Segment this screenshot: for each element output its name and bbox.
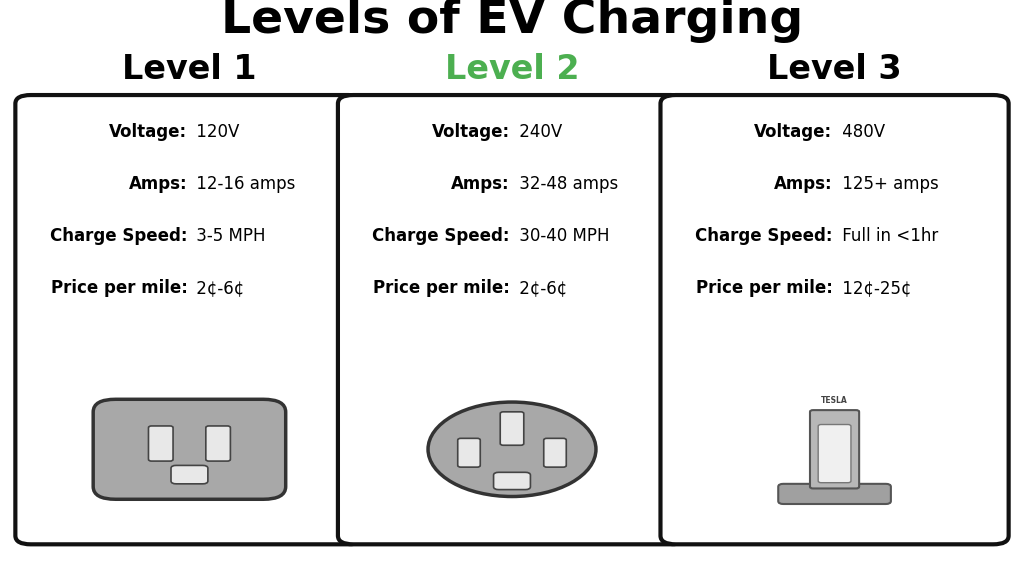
Text: Price per mile:: Price per mile:: [50, 279, 187, 297]
FancyBboxPatch shape: [810, 410, 859, 488]
FancyBboxPatch shape: [500, 412, 523, 445]
FancyBboxPatch shape: [494, 472, 530, 490]
Text: Charge Speed:: Charge Speed:: [50, 227, 187, 245]
Text: 3-5 MPH: 3-5 MPH: [191, 227, 266, 245]
Text: Charge Speed:: Charge Speed:: [373, 227, 510, 245]
Text: Full in <1hr: Full in <1hr: [837, 227, 938, 245]
Text: TESLA: TESLA: [821, 396, 848, 405]
Text: 30-40 MPH: 30-40 MPH: [514, 227, 609, 245]
FancyBboxPatch shape: [544, 438, 566, 467]
Text: Level 2: Level 2: [444, 52, 580, 86]
Text: 12-16 amps: 12-16 amps: [191, 175, 296, 194]
Text: 32-48 amps: 32-48 amps: [514, 175, 618, 194]
Text: Amps:: Amps:: [452, 175, 510, 194]
Text: Voltage:: Voltage:: [110, 123, 187, 142]
FancyBboxPatch shape: [171, 465, 208, 484]
Text: 2¢-6¢: 2¢-6¢: [191, 279, 245, 297]
Text: 12¢-25¢: 12¢-25¢: [837, 279, 911, 297]
Text: 125+ amps: 125+ amps: [837, 175, 938, 194]
Text: Levels of EV Charging: Levels of EV Charging: [221, 0, 803, 43]
FancyBboxPatch shape: [206, 426, 230, 461]
Text: Level 1: Level 1: [122, 52, 257, 86]
FancyBboxPatch shape: [818, 425, 851, 483]
FancyBboxPatch shape: [660, 95, 1009, 544]
Text: Amps:: Amps:: [774, 175, 833, 194]
Text: Price per mile:: Price per mile:: [373, 279, 510, 297]
Text: 120V: 120V: [191, 123, 240, 142]
Text: 480V: 480V: [837, 123, 885, 142]
Text: Charge Speed:: Charge Speed:: [695, 227, 833, 245]
Text: Voltage:: Voltage:: [432, 123, 510, 142]
Text: 2¢-6¢: 2¢-6¢: [514, 279, 567, 297]
Text: Level 3: Level 3: [767, 52, 902, 86]
FancyBboxPatch shape: [458, 438, 480, 467]
FancyBboxPatch shape: [15, 95, 364, 544]
Text: Amps:: Amps:: [129, 175, 187, 194]
Circle shape: [428, 402, 596, 497]
Text: Voltage:: Voltage:: [755, 123, 833, 142]
FancyBboxPatch shape: [93, 399, 286, 499]
Text: Price per mile:: Price per mile:: [695, 279, 833, 297]
Text: 240V: 240V: [514, 123, 562, 142]
FancyBboxPatch shape: [778, 484, 891, 504]
FancyBboxPatch shape: [148, 426, 173, 461]
FancyBboxPatch shape: [338, 95, 686, 544]
